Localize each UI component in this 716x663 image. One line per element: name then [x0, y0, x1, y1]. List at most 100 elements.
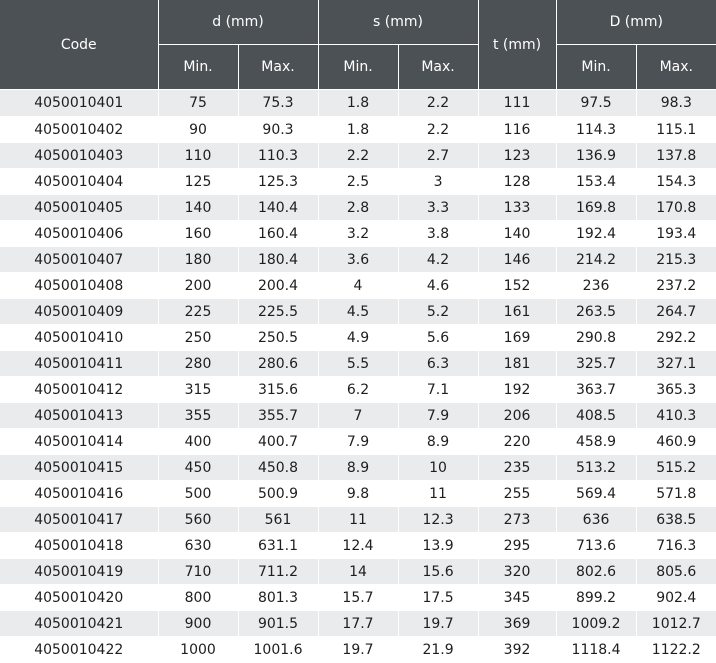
cell-code: 4050010414 — [0, 428, 159, 455]
cell-s-max: 4.6 — [398, 272, 479, 299]
cell-s-min: 14 — [318, 558, 399, 585]
cell-D-max: 902.4 — [636, 584, 716, 611]
table-row: 4050010421 900 901.5 17.7 19.7 369 1009.2 1012.… — [0, 610, 716, 637]
cell-d-max: 250.5 — [238, 324, 319, 351]
cell-d-max: 75.3 — [238, 89, 319, 117]
cell-D-max: 571.8 — [636, 480, 716, 507]
cell-d-min: 630 — [158, 532, 239, 559]
cell-s-min: 6.2 — [318, 376, 399, 403]
cell-t: 320 — [478, 558, 557, 585]
table-row: 4050010404 125 125.3 2.5 3 128 153.4 154.3 — [0, 168, 716, 195]
table-row: 4050010408 200 200.4 4 4.6 152 236 237.2 — [0, 272, 716, 299]
cell-s-min: 2.2 — [318, 142, 399, 169]
table-row: 4050010406 160 160.4 3.2 3.8 140 192.4 193.4 — [0, 220, 716, 247]
cell-D-max: 460.9 — [636, 428, 716, 455]
cell-D-min: 169.8 — [556, 194, 637, 221]
cell-d-min: 160 — [158, 220, 239, 247]
cell-s-max: 4.2 — [398, 246, 479, 273]
cell-D-min: 114.3 — [556, 116, 637, 143]
cell-d-max: 500.9 — [238, 480, 319, 507]
cell-D-max: 1012.7 — [636, 610, 716, 637]
cell-code: 4050010410 — [0, 324, 159, 351]
cell-s-min: 15.7 — [318, 584, 399, 611]
cell-t: 392 — [478, 636, 557, 663]
cell-t: 116 — [478, 116, 557, 143]
cell-code: 4050010415 — [0, 454, 159, 481]
header-d: d (mm) — [158, 0, 319, 45]
table-row: 4050010407 180 180.4 3.6 4.2 146 214.2 215.3 — [0, 246, 716, 273]
table-row: 4050010422 1000 1001.6 19.7 21.9 392 1118.4 112… — [0, 636, 716, 663]
cell-code: 4050010417 — [0, 506, 159, 533]
cell-d-min: 110 — [158, 142, 239, 169]
cell-D-min: 192.4 — [556, 220, 637, 247]
cell-D-min: 263.5 — [556, 298, 637, 325]
cell-d-min: 710 — [158, 558, 239, 585]
cell-D-min: 802.6 — [556, 558, 637, 585]
header-d-max: Max. — [238, 44, 319, 90]
cell-d-max: 631.1 — [238, 532, 319, 559]
cell-s-min: 11 — [318, 506, 399, 533]
cell-s-min: 2.5 — [318, 168, 399, 195]
cell-d-max: 140.4 — [238, 194, 319, 221]
cell-D-max: 264.7 — [636, 298, 716, 325]
cell-D-max: 193.4 — [636, 220, 716, 247]
cell-D-max: 638.5 — [636, 506, 716, 533]
cell-d-min: 180 — [158, 246, 239, 273]
cell-s-min: 7 — [318, 402, 399, 429]
cell-s-min: 7.9 — [318, 428, 399, 455]
cell-D-min: 1009.2 — [556, 610, 637, 637]
cell-D-max: 292.2 — [636, 324, 716, 351]
cell-D-max: 154.3 — [636, 168, 716, 195]
cell-t: 345 — [478, 584, 557, 611]
cell-code: 4050010408 — [0, 272, 159, 299]
header-s: s (mm) — [318, 0, 479, 45]
cell-D-max: 215.3 — [636, 246, 716, 273]
cell-D-min: 513.2 — [556, 454, 637, 481]
cell-D-max: 805.6 — [636, 558, 716, 585]
cell-d-max: 125.3 — [238, 168, 319, 195]
cell-d-max: 160.4 — [238, 220, 319, 247]
cell-D-min: 636 — [556, 506, 637, 533]
table-row: 4050010414 400 400.7 7.9 8.9 220 458.9 460.9 — [0, 428, 716, 455]
cell-d-max: 225.5 — [238, 298, 319, 325]
cell-s-max: 15.6 — [398, 558, 479, 585]
cell-code: 4050010418 — [0, 532, 159, 559]
table-row: 4050010405 140 140.4 2.8 3.3 133 169.8 170.8 — [0, 194, 716, 221]
cell-code: 4050010420 — [0, 584, 159, 611]
cell-d-max: 450.8 — [238, 454, 319, 481]
cell-s-min: 19.7 — [318, 636, 399, 663]
cell-D-min: 713.6 — [556, 532, 637, 559]
table-row: 4050010409 225 225.5 4.5 5.2 161 263.5 264.7 — [0, 298, 716, 325]
cell-D-max: 115.1 — [636, 116, 716, 143]
cell-s-max: 7.9 — [398, 402, 479, 429]
cell-d-min: 200 — [158, 272, 239, 299]
cell-t: 128 — [478, 168, 557, 195]
cell-D-max: 1122.2 — [636, 636, 716, 663]
table-row: 4050010402 90 90.3 1.8 2.2 116 114.3 115.1 — [0, 116, 716, 143]
cell-d-min: 400 — [158, 428, 239, 455]
cell-d-min: 75 — [158, 89, 239, 117]
cell-s-max: 6.3 — [398, 350, 479, 377]
cell-s-max: 12.3 — [398, 506, 479, 533]
cell-code: 4050010409 — [0, 298, 159, 325]
cell-t: 220 — [478, 428, 557, 455]
cell-t: 111 — [478, 89, 557, 117]
cell-s-max: 3 — [398, 168, 479, 195]
cell-D-max: 515.2 — [636, 454, 716, 481]
cell-t: 206 — [478, 402, 557, 429]
table-row: 4050010412 315 315.6 6.2 7.1 192 363.7 365.3 — [0, 376, 716, 403]
cell-s-max: 2.2 — [398, 89, 479, 117]
cell-D-max: 237.2 — [636, 272, 716, 299]
cell-code: 4050010406 — [0, 220, 159, 247]
cell-code: 4050010405 — [0, 194, 159, 221]
cell-D-min: 136.9 — [556, 142, 637, 169]
cell-d-max: 901.5 — [238, 610, 319, 637]
table-row: 4050010410 250 250.5 4.9 5.6 169 290.8 292.2 — [0, 324, 716, 351]
cell-d-min: 800 — [158, 584, 239, 611]
cell-s-min: 3.2 — [318, 220, 399, 247]
header-d-min: Min. — [158, 44, 239, 90]
header-D: D (mm) — [556, 0, 716, 45]
cell-code: 4050010419 — [0, 558, 159, 585]
cell-d-max: 315.6 — [238, 376, 319, 403]
cell-d-min: 225 — [158, 298, 239, 325]
